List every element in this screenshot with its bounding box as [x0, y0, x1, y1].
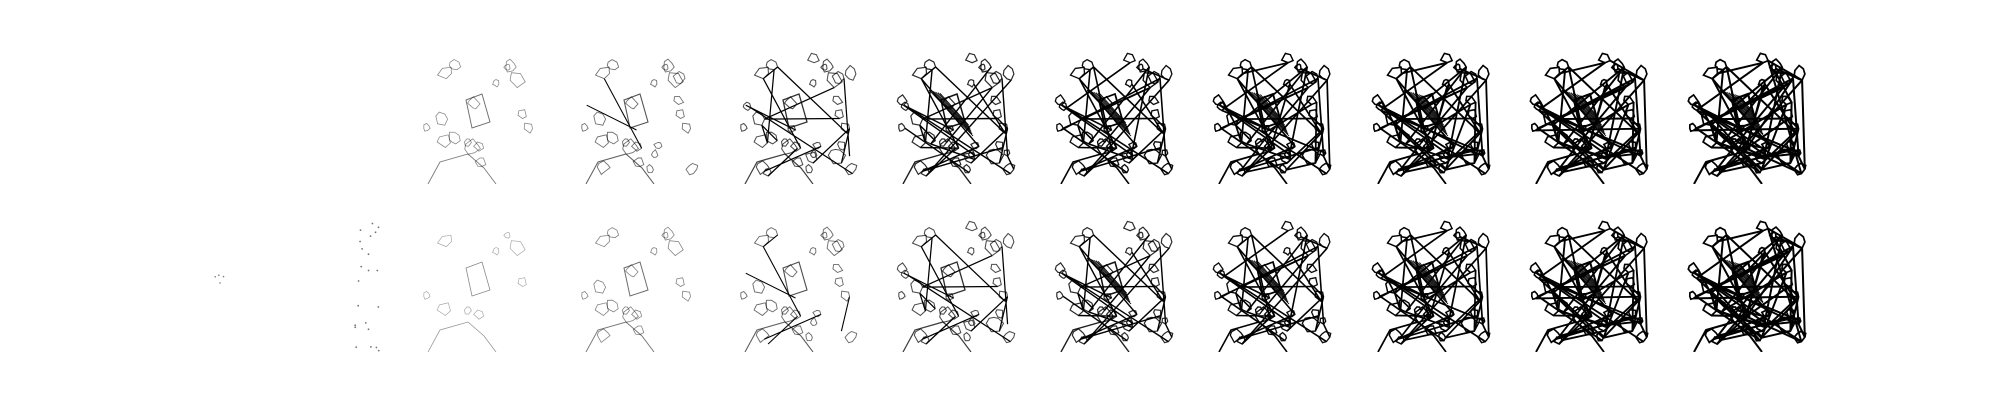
edge-map-tile	[727, 218, 861, 352]
edge-map-image	[896, 220, 1016, 352]
edge-map-tile	[1676, 218, 1810, 352]
edge-map-tile	[568, 50, 702, 184]
edge-map-tile	[1201, 218, 1335, 352]
edge-map-tile	[250, 50, 384, 184]
edge-map-image	[1687, 220, 1807, 352]
edge-map-tile	[1676, 50, 1810, 184]
edge-map-tile	[1201, 50, 1335, 184]
edge-map-image	[1054, 52, 1174, 184]
edge-map-image	[214, 274, 225, 284]
edge-map-tile	[1360, 218, 1494, 352]
edge-map-image	[1529, 52, 1649, 184]
edge-map-tile	[885, 218, 1019, 352]
edge-map-image	[1212, 220, 1332, 352]
edge-map-image	[581, 58, 699, 184]
edge-map-image	[354, 222, 380, 352]
edge-map-image	[423, 231, 527, 352]
edge-map-image	[1054, 220, 1174, 352]
edge-map-tile	[1360, 50, 1494, 184]
image-row-bottom	[0, 218, 2000, 352]
edge-map-image	[581, 226, 691, 352]
edge-map-image	[1212, 52, 1332, 184]
edge-map-image	[740, 52, 858, 184]
edge-map-image	[740, 226, 858, 352]
edge-map-tile	[1518, 50, 1652, 184]
edge-map-image	[1371, 220, 1491, 352]
edge-map-tile	[568, 218, 702, 352]
edge-map-tile	[1518, 218, 1652, 352]
edge-map-tile	[885, 50, 1019, 184]
edge-map-tile	[727, 50, 861, 184]
edge-map-tile	[250, 218, 384, 352]
edge-map-tile	[1043, 218, 1177, 352]
edge-map-tile	[410, 50, 544, 184]
edge-map-image	[250, 50, 384, 184]
edge-map-image	[1687, 52, 1807, 184]
edge-map-tile	[410, 218, 544, 352]
edge-map-image	[1371, 52, 1491, 184]
edge-map-image	[896, 52, 1016, 184]
edge-map-tile	[1043, 50, 1177, 184]
edge-map-image	[423, 58, 533, 184]
edge-map-image	[1529, 220, 1649, 352]
image-row-top	[0, 50, 2000, 184]
